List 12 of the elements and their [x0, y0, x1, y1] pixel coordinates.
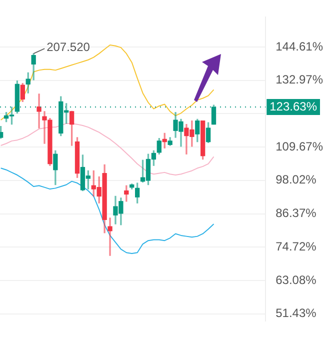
y-tick-label: 74.72%: [276, 239, 317, 254]
candlestick: [36, 94, 42, 128]
y-tick-label: 98.02%: [276, 172, 317, 187]
annotation: 207.520: [46, 40, 90, 54]
y-tick-label: 51.43%: [276, 306, 317, 320]
y-tick-label: 63.08%: [276, 272, 317, 287]
y-tick-label: 132.97%: [276, 72, 324, 87]
y-tick-label: 144.61%: [276, 39, 324, 54]
ref-line-label: 123.63%: [270, 99, 318, 114]
candlestick: [108, 218, 112, 256]
y-tick-label: 86.37%: [276, 206, 317, 220]
y-tick-label: 109.67%: [276, 139, 324, 154]
